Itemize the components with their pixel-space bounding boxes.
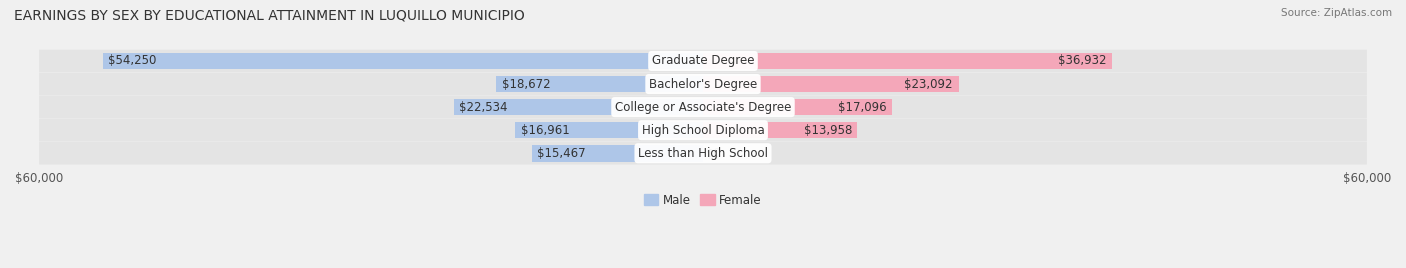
Text: $22,534: $22,534 xyxy=(460,100,508,114)
FancyBboxPatch shape xyxy=(39,50,1367,72)
Bar xyxy=(454,99,703,116)
Text: Bachelor's Degree: Bachelor's Degree xyxy=(650,77,756,91)
FancyBboxPatch shape xyxy=(39,73,1367,95)
FancyBboxPatch shape xyxy=(39,119,1367,142)
Bar xyxy=(703,53,1112,69)
Text: $16,961: $16,961 xyxy=(520,124,569,137)
Bar xyxy=(516,122,703,139)
Bar xyxy=(703,122,858,139)
Bar xyxy=(703,99,893,116)
Text: $23,092: $23,092 xyxy=(904,77,953,91)
FancyBboxPatch shape xyxy=(39,142,1367,165)
Text: Less than High School: Less than High School xyxy=(638,147,768,160)
FancyBboxPatch shape xyxy=(39,96,1367,118)
Legend: Male, Female: Male, Female xyxy=(644,194,762,207)
Text: College or Associate's Degree: College or Associate's Degree xyxy=(614,100,792,114)
Bar xyxy=(703,76,959,92)
Text: High School Diploma: High School Diploma xyxy=(641,124,765,137)
Text: $17,096: $17,096 xyxy=(838,100,887,114)
Text: $15,467: $15,467 xyxy=(537,147,586,160)
Bar xyxy=(531,145,703,162)
Text: Source: ZipAtlas.com: Source: ZipAtlas.com xyxy=(1281,8,1392,18)
Text: $0: $0 xyxy=(706,147,721,160)
Text: $13,958: $13,958 xyxy=(804,124,852,137)
Bar xyxy=(496,76,703,92)
Bar xyxy=(103,53,703,69)
Text: Graduate Degree: Graduate Degree xyxy=(652,54,754,68)
Text: $54,250: $54,250 xyxy=(108,54,156,68)
Text: $18,672: $18,672 xyxy=(502,77,551,91)
Text: $36,932: $36,932 xyxy=(1057,54,1107,68)
Text: EARNINGS BY SEX BY EDUCATIONAL ATTAINMENT IN LUQUILLO MUNICIPIO: EARNINGS BY SEX BY EDUCATIONAL ATTAINMEN… xyxy=(14,8,524,22)
